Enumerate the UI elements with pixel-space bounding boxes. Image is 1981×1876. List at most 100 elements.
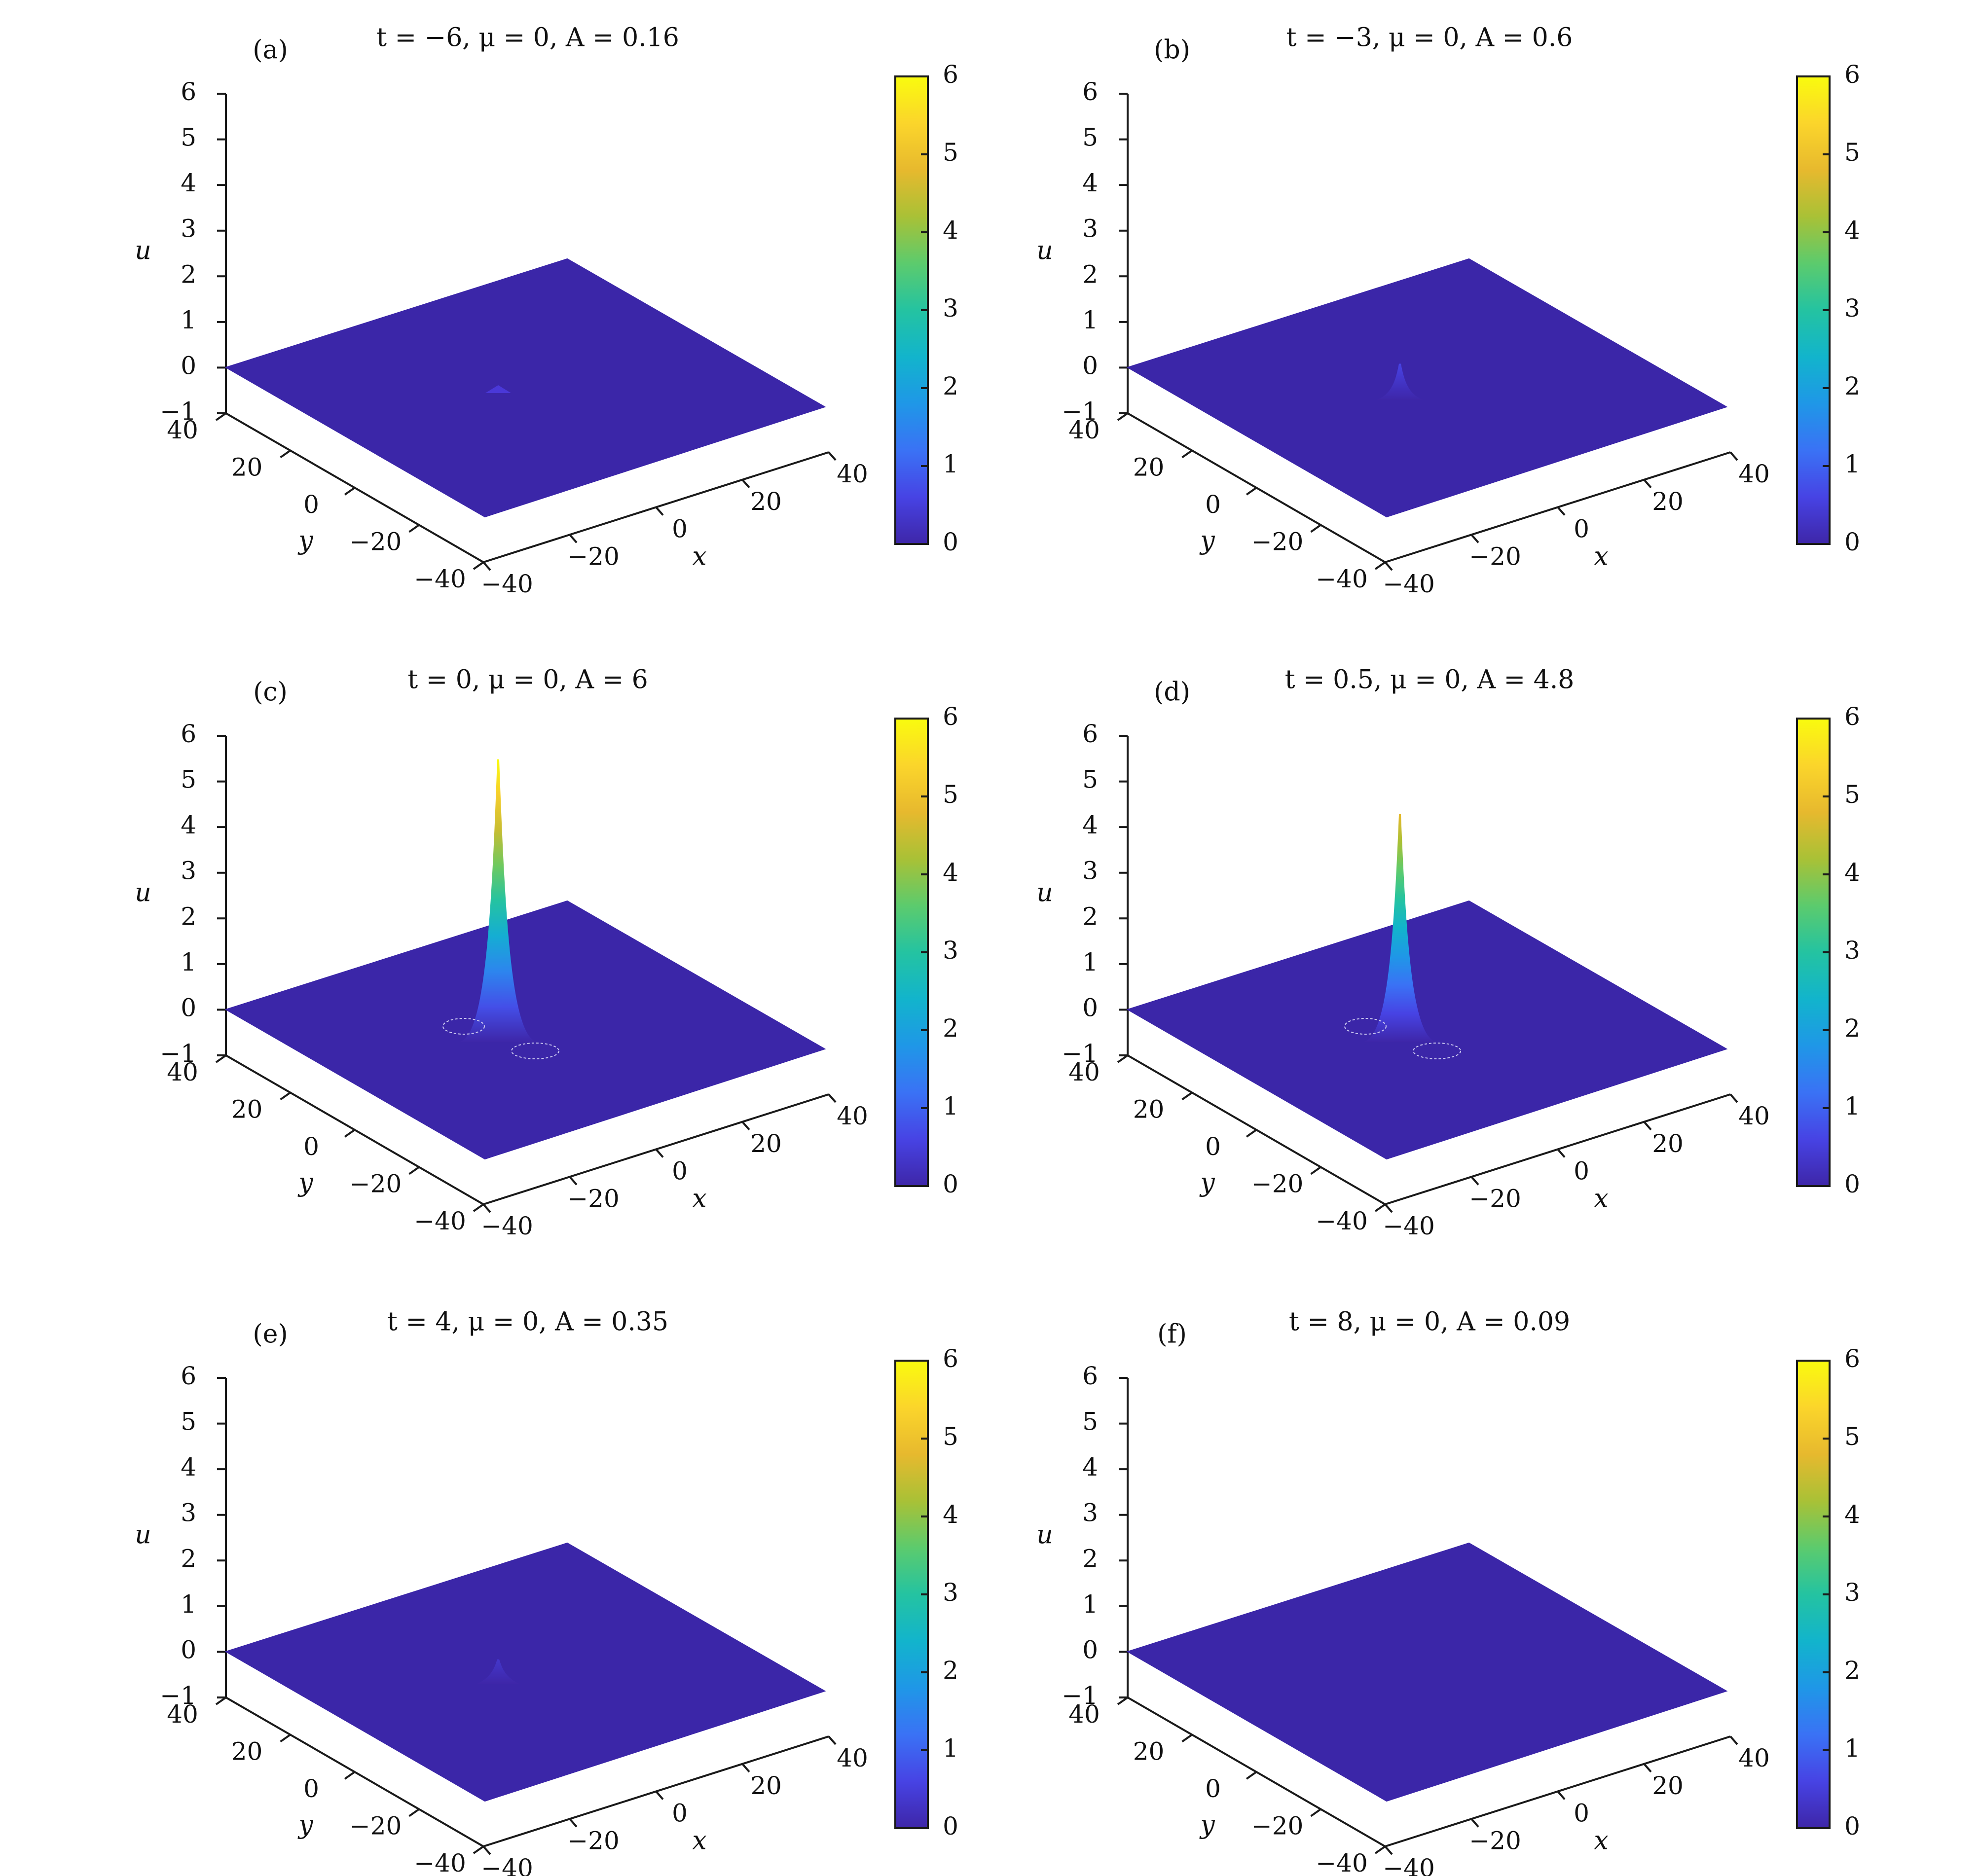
x-tick-mark — [569, 534, 578, 543]
y-tick-mark — [473, 561, 484, 570]
u-tick-label: 4 — [181, 811, 196, 839]
colorbar-tick-label: 6 — [1844, 702, 1860, 731]
wave-ripple — [511, 1043, 559, 1059]
u-tick-label: 1 — [181, 948, 196, 976]
u-tick-label: 4 — [1082, 1453, 1098, 1481]
y-tick-label: −20 — [350, 1812, 402, 1840]
colorbar-tick-label: 3 — [1844, 1578, 1860, 1607]
u-tick-label: 3 — [181, 1499, 196, 1527]
y-tick-mark — [215, 412, 227, 421]
x-tick-mark — [569, 1818, 578, 1828]
panel-label: (a) — [253, 36, 288, 65]
y-tick-label: 20 — [1133, 453, 1165, 482]
u-tick-label: −1 — [160, 397, 196, 426]
u-tick-label: 6 — [181, 1362, 196, 1390]
u-tick-label: 3 — [1082, 1499, 1098, 1527]
colorbar-tick-label: 2 — [1844, 1656, 1860, 1685]
y-tick-mark — [408, 524, 420, 533]
colorbar-tick-label: 1 — [943, 1734, 958, 1763]
panel-title: t = 0, μ = 0, A = 6 — [407, 665, 648, 695]
x-tick-label: 40 — [1738, 1102, 1770, 1130]
y-tick-label: 0 — [303, 490, 319, 519]
y-tick-label: 0 — [1205, 490, 1221, 519]
x-tick-mark — [1729, 451, 1738, 461]
colorbar-tick-label: 6 — [1844, 1344, 1860, 1373]
y-tick-label: 0 — [303, 1132, 319, 1161]
x-tick-mark — [655, 1791, 664, 1800]
colorbar-tick-label: 6 — [1844, 60, 1860, 89]
x-tick-mark — [569, 1176, 578, 1186]
x-tick-mark — [1557, 1149, 1566, 1158]
colorbar-tick-label: 3 — [1844, 936, 1860, 965]
y-tick-label: 0 — [1205, 1132, 1221, 1161]
surface-plane — [1126, 1542, 1728, 1802]
colorbar-tick-label: 0 — [1844, 528, 1860, 556]
y-axis-label: y — [1199, 1168, 1215, 1198]
u-tick-label: 5 — [1082, 1407, 1098, 1436]
y-tick-mark — [408, 1166, 420, 1175]
panel-title: t = 8, μ = 0, A = 0.09 — [1289, 1307, 1570, 1337]
y-tick-mark — [280, 1733, 291, 1743]
u-tick-label: 4 — [1082, 169, 1098, 197]
u-tick-label: −1 — [1062, 397, 1098, 426]
x-tick-mark — [482, 561, 491, 571]
x-axis-label: x — [1594, 1826, 1608, 1856]
colorbar-tick-label: 4 — [943, 858, 958, 887]
y-tick-mark — [1117, 1696, 1129, 1705]
y-tick-label: 40 — [167, 1058, 198, 1086]
surface-plane — [224, 1542, 826, 1802]
y-tick-mark — [1181, 1733, 1193, 1743]
x-tick-label: 40 — [1738, 1744, 1770, 1772]
x-tick-label: −40 — [1383, 1212, 1435, 1240]
colorbar-tick-label: 5 — [1844, 1422, 1860, 1451]
u-tick-label: 0 — [1082, 1635, 1098, 1664]
colorbar-tick-label: 2 — [943, 1014, 958, 1043]
x-tick-label: 0 — [672, 515, 688, 543]
u-tick-label: −1 — [160, 1681, 196, 1710]
x-axis-label: x — [1594, 542, 1608, 572]
colorbar-tick-label: 1 — [943, 450, 958, 478]
x-tick-label: 20 — [750, 1771, 782, 1800]
u-axis-label: u — [135, 878, 151, 908]
x-tick-label: 0 — [672, 1157, 688, 1186]
u-tick-label: 2 — [1082, 1544, 1098, 1573]
y-tick-label: 40 — [1068, 416, 1100, 444]
colorbar-tick-label: 5 — [1844, 780, 1860, 809]
u-tick-label: 4 — [181, 1453, 196, 1481]
x-tick-label: −20 — [567, 542, 620, 571]
y-tick-label: −20 — [350, 528, 402, 556]
y-tick-label: 0 — [303, 1774, 319, 1803]
u-tick-label: 3 — [1082, 215, 1098, 243]
colorbar-tick-label: 3 — [1844, 294, 1860, 323]
y-axis-label: y — [297, 1168, 313, 1198]
u-tick-label: 2 — [181, 902, 196, 931]
y-tick-mark — [1374, 1203, 1386, 1212]
x-tick-mark — [1643, 1121, 1652, 1131]
x-tick-mark — [741, 479, 750, 489]
y-tick-label: 40 — [1068, 1700, 1100, 1729]
wave-peak — [1363, 814, 1437, 1042]
wave-peak — [1377, 363, 1423, 400]
y-axis-label: y — [1199, 1810, 1215, 1840]
colorbar-tick-label: 0 — [1844, 1812, 1860, 1840]
colorbar-tick-label: 6 — [943, 1344, 958, 1373]
y-tick-label: −40 — [1316, 565, 1368, 593]
x-tick-label: −20 — [567, 1826, 620, 1855]
u-tick-label: 5 — [181, 1407, 196, 1436]
u-tick-label: 5 — [1082, 123, 1098, 152]
y-tick-label: −20 — [1251, 1170, 1304, 1198]
colorbar-tick-label: 4 — [943, 1500, 958, 1529]
x-tick-mark — [828, 451, 837, 461]
x-axis-label: x — [692, 542, 706, 572]
x-tick-mark — [1384, 1845, 1393, 1855]
x-axis-label: x — [692, 1826, 706, 1856]
u-tick-label: 0 — [1082, 351, 1098, 380]
u-tick-label: 1 — [181, 1590, 196, 1619]
u-tick-label: 5 — [181, 765, 196, 794]
u-tick-label: 3 — [1082, 857, 1098, 885]
u-axis-label: u — [1036, 878, 1053, 908]
x-tick-label: 40 — [837, 460, 868, 488]
colorbar-tick-label: 5 — [943, 780, 958, 809]
x-tick-mark — [1643, 1763, 1652, 1773]
